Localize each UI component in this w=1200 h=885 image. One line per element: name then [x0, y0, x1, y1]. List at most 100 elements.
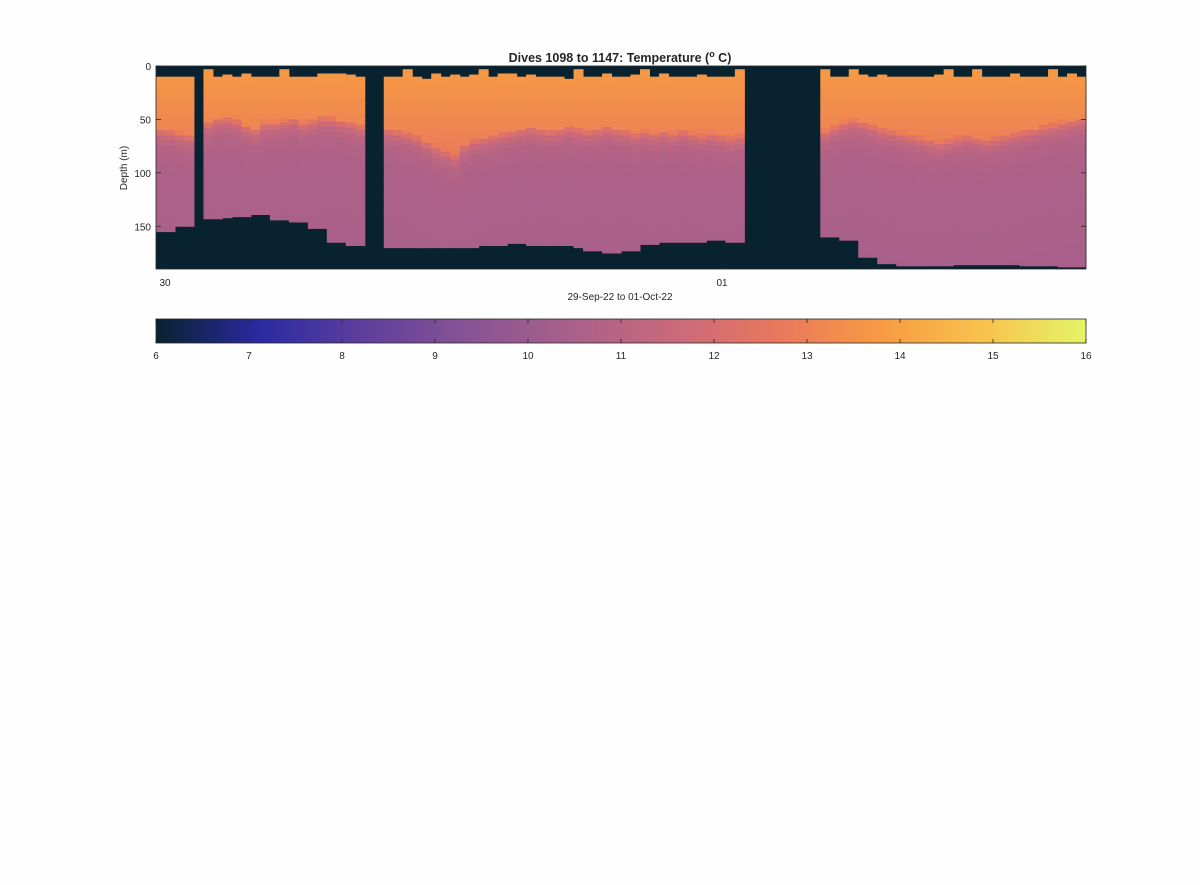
heatmap-cell [288, 108, 299, 115]
heatmap-cell [953, 242, 964, 249]
heatmap-cell [687, 130, 698, 136]
heatmap-cell [734, 240, 745, 243]
heatmap-cell [279, 101, 290, 108]
heatmap-cell [639, 213, 650, 220]
heatmap-cell [611, 135, 622, 142]
heatmap-cell [583, 92, 594, 99]
heatmap-cell [250, 172, 261, 179]
heatmap-cell [307, 76, 318, 83]
heatmap-cell [1010, 148, 1021, 155]
heatmap-cell [431, 244, 442, 249]
profile-column [260, 76, 271, 216]
heatmap-cell [355, 242, 366, 246]
heatmap-cell [677, 146, 688, 152]
heatmap-cell [848, 133, 859, 140]
heatmap-cell [488, 194, 499, 201]
heatmap-cell [279, 170, 290, 177]
heatmap-cell [848, 176, 859, 182]
heatmap-cell [250, 146, 261, 152]
heatmap-cell [326, 223, 337, 229]
heatmap-cell [972, 149, 983, 156]
heatmap-cell [355, 140, 366, 147]
heatmap-cell [231, 92, 242, 99]
heatmap-cell [402, 127, 413, 134]
heatmap-cell [867, 87, 878, 94]
heatmap-cell [345, 117, 356, 124]
heatmap-cell [915, 92, 926, 99]
heatmap-cell [336, 196, 347, 203]
heatmap-cell [412, 199, 423, 206]
heatmap-cell [953, 204, 964, 211]
heatmap-cell [307, 194, 318, 201]
heatmap-cell [602, 174, 613, 181]
heatmap-cell [934, 234, 945, 241]
heatmap-cell [1048, 224, 1059, 230]
heatmap-cell [440, 167, 451, 174]
chart-title-unit: C) [715, 51, 732, 65]
heatmap-cell [886, 140, 897, 147]
heatmap-cell [507, 73, 518, 80]
colorbar-tick-label: 15 [987, 351, 999, 362]
heatmap-cell [326, 89, 337, 96]
heatmap-cell [440, 103, 451, 110]
heatmap-cell [241, 169, 252, 176]
heatmap-cell [545, 87, 556, 94]
heatmap-cell [962, 172, 973, 179]
heatmap-cell [943, 256, 954, 263]
heatmap-cell [611, 172, 622, 179]
heatmap-cell [250, 204, 261, 211]
heatmap-cell [602, 244, 613, 251]
heatmap-cell [459, 124, 470, 131]
heatmap-cell [545, 135, 556, 142]
heatmap-cell [639, 133, 650, 140]
heatmap-cell [222, 176, 233, 182]
heatmap-cell [734, 224, 745, 230]
heatmap-cell [943, 111, 954, 118]
heatmap-cell [260, 146, 271, 152]
heatmap-cell [516, 226, 527, 233]
heatmap-cell [858, 250, 869, 257]
heatmap-cell [402, 165, 413, 172]
heatmap-cell [564, 132, 575, 139]
heatmap-cell [725, 124, 736, 131]
heatmap-cell [924, 194, 935, 201]
heatmap-cell [1010, 180, 1021, 187]
heatmap-cell [867, 76, 878, 83]
heatmap-cell [725, 226, 736, 233]
heatmap-cell [858, 218, 869, 225]
heatmap-cell [421, 196, 432, 203]
heatmap-cell [668, 108, 679, 115]
heatmap-cell [260, 194, 271, 201]
heatmap-cell [269, 210, 280, 217]
heatmap-cell [279, 181, 290, 188]
heatmap-cell [696, 117, 707, 124]
heatmap-cell [184, 92, 195, 99]
heatmap-cell [203, 160, 214, 166]
heatmap-cell [516, 82, 527, 88]
heatmap-cell [896, 236, 907, 243]
heatmap-cell [317, 180, 328, 187]
heatmap-cell [326, 73, 337, 80]
heatmap-cell [288, 178, 299, 185]
heatmap-cell [991, 252, 1002, 259]
heatmap-cell [1019, 167, 1030, 174]
heatmap-cell [924, 82, 935, 88]
heatmap-cell [431, 153, 442, 160]
heatmap-cell [715, 226, 726, 233]
heatmap-cell [431, 78, 442, 85]
heatmap-cell [383, 114, 394, 120]
heatmap-cell [184, 220, 195, 227]
heatmap-cell [336, 153, 347, 160]
heatmap-cell [639, 127, 650, 134]
heatmap-cell [820, 149, 831, 156]
heatmap-cell [991, 215, 1002, 222]
heatmap-cell [886, 82, 897, 88]
heatmap-cell [668, 183, 679, 190]
heatmap-cell [621, 194, 631, 201]
heatmap-cell [621, 226, 631, 233]
heatmap-cell [915, 242, 926, 249]
heatmap-cell [317, 142, 328, 149]
heatmap-cell [696, 149, 707, 156]
heatmap-cell [212, 199, 223, 206]
heatmap-cell [1057, 236, 1068, 243]
